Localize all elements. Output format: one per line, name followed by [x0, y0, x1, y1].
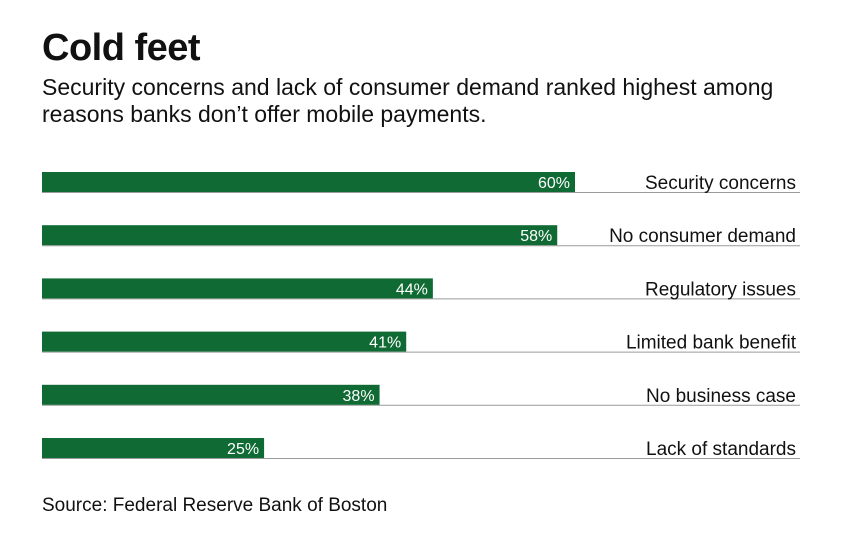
- bar-value-label: 44%: [396, 281, 428, 298]
- bar-value-label: 25%: [227, 441, 259, 458]
- bar: [42, 438, 265, 458]
- bar: [42, 331, 407, 352]
- chart-subtitle: Security concerns and lack of consumer d…: [42, 74, 774, 127]
- source-note: Source: Federal Reserve Bank of Boston: [42, 495, 388, 516]
- bar-value-label: 60%: [538, 175, 570, 192]
- category-label: Security concerns: [645, 173, 796, 194]
- bar: [42, 278, 433, 299]
- bar: [42, 172, 575, 192]
- bar-value-label: 38%: [343, 388, 375, 405]
- category-label: Regulatory issues: [645, 279, 796, 300]
- category-label: No business case: [646, 386, 796, 407]
- category-label: No consumer demand: [609, 226, 796, 247]
- bar-value-label: 41%: [369, 335, 401, 352]
- chart-title: Cold feet: [42, 27, 201, 69]
- bar-value-label: 58%: [520, 228, 552, 245]
- category-label: Limited bank benefit: [626, 333, 797, 354]
- bar: [42, 384, 380, 405]
- bar: [42, 225, 558, 246]
- category-label: Lack of standards: [646, 439, 796, 460]
